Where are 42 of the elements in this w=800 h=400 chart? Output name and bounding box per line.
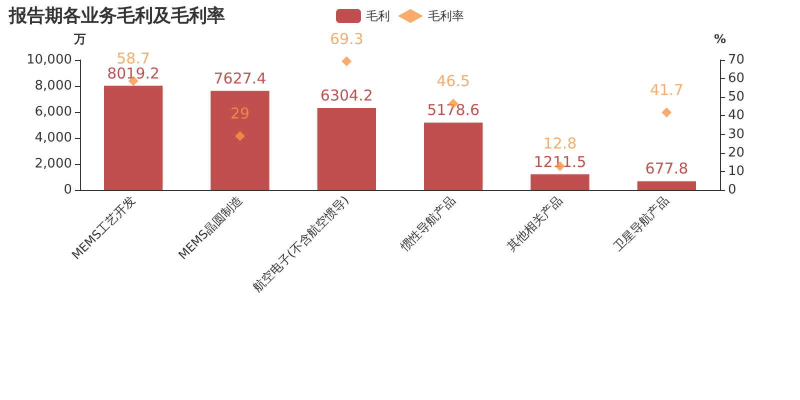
bar — [210, 90, 270, 190]
y2-tick-label: 40 — [728, 108, 745, 124]
legend-label: 毛利率 — [428, 9, 464, 23]
data-label: 46.5 — [436, 72, 470, 90]
y-tick-label: 0 — [64, 182, 72, 198]
y-tick-label: 4,000 — [34, 130, 72, 146]
legend-label: 毛利 — [366, 9, 390, 23]
data-label: 6304.2 — [320, 86, 373, 105]
bar — [317, 108, 376, 190]
x-tick-label: 惯性导航产品 — [396, 193, 458, 255]
bar — [424, 122, 483, 190]
data-label: 29 — [230, 104, 250, 123]
y2-axis-title: % — [714, 32, 726, 46]
data-label: 5178.6 — [427, 101, 480, 120]
point — [342, 56, 352, 66]
y2-tick-label: 10 — [728, 164, 745, 179]
data-label: 41.7 — [650, 81, 684, 100]
data-label: 677.8 — [645, 160, 688, 178]
y2-tick-label: 70 — [728, 52, 745, 68]
bar — [637, 181, 696, 190]
y2-tick-label: 60 — [728, 71, 745, 86]
y-tick-label: 10,000 — [26, 52, 72, 68]
y2-tick-label: 0 — [728, 182, 736, 198]
y-axis-title: 万 — [73, 32, 86, 46]
y-tick-label: 6,000 — [34, 104, 72, 120]
data-label: 69.3 — [330, 30, 364, 48]
y2-tick-label: 50 — [728, 90, 745, 105]
y2-tick-label: 20 — [728, 145, 745, 160]
bar — [530, 174, 590, 190]
x-tick-label: 卫星导航产品 — [610, 193, 672, 254]
data-label: 1211.5 — [534, 152, 586, 171]
point — [662, 108, 672, 118]
data-label: 7627.4 — [214, 69, 266, 88]
x-tick-label: 航空电子(不含航空惯导) — [250, 193, 352, 294]
y-tick-label: 8,000 — [34, 78, 72, 94]
chart-title: 报告期各业务毛利及毛利率 — [8, 6, 225, 26]
y2-tick-label: 30 — [728, 126, 745, 142]
point — [235, 131, 245, 142]
x-tick-label: 其他相关产品 — [504, 193, 565, 254]
data-label: 12.8 — [543, 134, 577, 153]
y-tick-label: 2,000 — [34, 156, 72, 172]
bar — [104, 86, 163, 190]
